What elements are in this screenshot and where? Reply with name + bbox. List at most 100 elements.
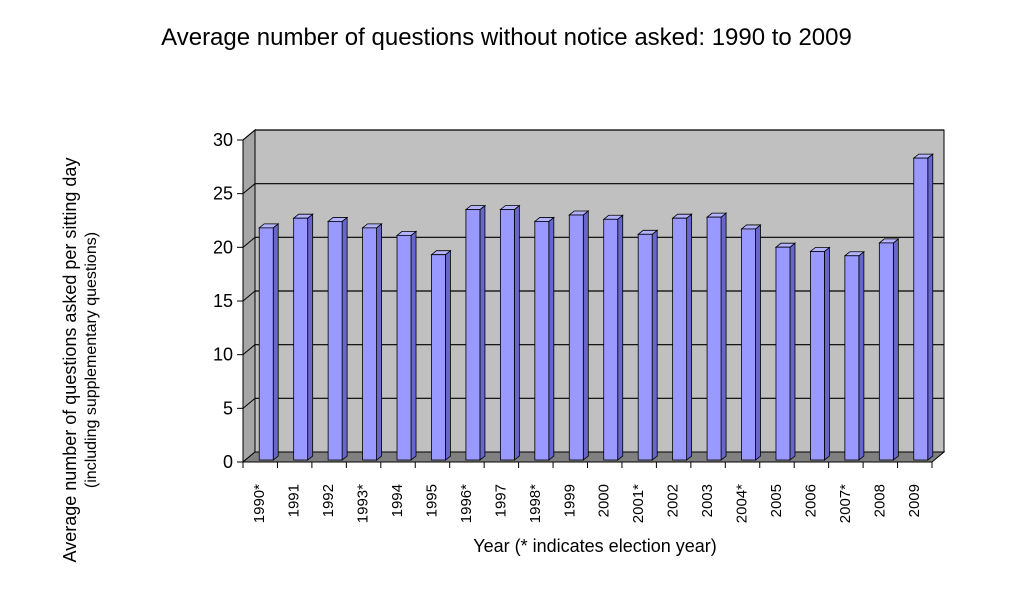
- bar-front: [706, 216, 722, 461]
- x-tick-label: 2008: [871, 484, 888, 517]
- bar-side: [445, 249, 451, 461]
- bar: [671, 213, 693, 461]
- gridline-side: [242, 290, 256, 302]
- bar: [430, 249, 452, 461]
- y-axis-label: Average number of questions asked per si…: [60, 120, 140, 600]
- bar-front: [362, 227, 377, 461]
- bar-side: [272, 223, 279, 461]
- x-tick-label: 1997: [492, 484, 509, 517]
- bar: [292, 213, 314, 461]
- bar: [499, 204, 521, 461]
- y-tick-label: 15: [213, 291, 233, 311]
- bar: [912, 153, 934, 461]
- x-tick-label: 2009: [906, 484, 923, 517]
- bar-front: [913, 157, 929, 461]
- x-tick-label: 2002: [665, 484, 682, 517]
- x-tick-label: 1996*: [458, 484, 475, 523]
- bar-front: [810, 251, 825, 461]
- bar-side: [892, 238, 899, 461]
- bar: [395, 230, 418, 461]
- y-axis-label-sub: (including supplementary questions): [83, 231, 100, 489]
- bar-side: [824, 246, 830, 461]
- x-tick-label: 2004*: [734, 484, 751, 523]
- bar-front: [568, 214, 584, 461]
- bar-side: [755, 224, 761, 461]
- y-tick-label: 25: [213, 184, 233, 204]
- bar-side: [307, 213, 314, 461]
- bar-front: [431, 254, 446, 461]
- bar: [258, 223, 280, 461]
- bar: [637, 229, 659, 461]
- bar: [774, 242, 797, 461]
- x-tick-label: 2007*: [837, 484, 854, 523]
- chart-title: Average number of questions without noti…: [161, 24, 852, 51]
- y-tick-label: 30: [213, 130, 233, 150]
- bar: [809, 246, 831, 461]
- bar: [878, 238, 900, 461]
- bar: [326, 216, 349, 461]
- y-tick-label: 20: [213, 237, 233, 257]
- x-tick-label: 2001*: [630, 484, 647, 523]
- bar-front: [878, 242, 894, 461]
- bar: [464, 204, 487, 461]
- bar-front: [775, 246, 791, 461]
- x-tick-label: 1991: [286, 484, 303, 517]
- y-tick-label: 0: [223, 452, 233, 472]
- bar: [361, 223, 383, 461]
- bar-front: [534, 221, 550, 461]
- x-tick-label: 2003: [699, 484, 716, 517]
- bar-side: [686, 213, 693, 461]
- x-tick-label: 1999: [561, 484, 578, 517]
- bar-side: [858, 250, 865, 461]
- gridline-side: [242, 344, 256, 356]
- gridline-side: [242, 129, 256, 141]
- y-axis-label-main: Average number of questions asked per si…: [60, 157, 80, 563]
- bar-side: [651, 229, 658, 461]
- bar: [602, 214, 624, 461]
- x-tick-label: 1994: [389, 484, 406, 517]
- gridline-side: [242, 236, 256, 248]
- bar-side: [927, 153, 934, 461]
- bar-side: [513, 204, 520, 461]
- bar-side: [720, 212, 727, 461]
- x-axis-label: Year (* indicates election year): [473, 536, 717, 556]
- x-tick-label: 2000: [596, 484, 613, 517]
- bar-front: [844, 255, 860, 461]
- bar-side: [548, 216, 555, 461]
- bar-side: [617, 214, 624, 461]
- y-tick-label: 5: [223, 398, 233, 418]
- bar-side: [341, 216, 348, 461]
- x-tick-label: 2005: [768, 484, 785, 517]
- bar-front: [396, 234, 412, 461]
- bar-side: [479, 204, 486, 461]
- bar-front: [741, 228, 756, 461]
- bar: [705, 212, 728, 461]
- x-tick-label: 1995: [423, 484, 440, 517]
- y-tick-label: 10: [213, 345, 233, 365]
- bar-front: [258, 227, 274, 461]
- bar-side: [789, 242, 796, 461]
- bar-front: [499, 209, 515, 461]
- x-tick-label: 1990*: [251, 484, 268, 523]
- bar-front: [327, 221, 343, 461]
- gridline-side: [242, 183, 256, 195]
- bar-side: [410, 230, 417, 461]
- x-tick-label: 2006: [802, 484, 819, 517]
- bar-front: [465, 209, 481, 461]
- floor: [241, 451, 946, 463]
- bar: [843, 250, 866, 461]
- x-tick-label: 1998*: [527, 484, 544, 523]
- bar-side: [582, 210, 589, 461]
- gridline-side: [242, 397, 256, 409]
- bar-front: [637, 233, 653, 461]
- x-tick-label: 1993*: [355, 484, 372, 523]
- bar-front: [603, 218, 619, 461]
- bar-side: [376, 223, 382, 461]
- bar: [533, 216, 555, 461]
- x-tick-label: 1992: [320, 484, 337, 517]
- bar-front: [672, 217, 688, 461]
- bar-front: [293, 217, 309, 461]
- bar: [740, 224, 762, 461]
- bar: [568, 210, 590, 461]
